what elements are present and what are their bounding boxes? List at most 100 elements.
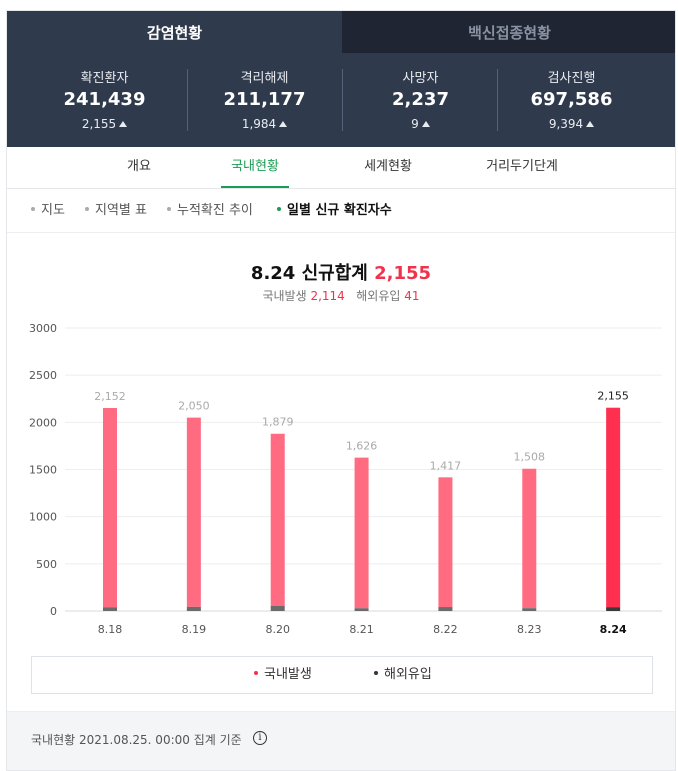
tab-world[interactable]: 세계현황 <box>364 159 412 174</box>
bar-total-label: 2,152 <box>94 390 126 403</box>
bar-domestic <box>103 407 117 608</box>
x-tick-label: 8.18 <box>98 623 123 636</box>
x-tick-label: 8.23 <box>517 623 542 636</box>
bar-overseas <box>354 608 369 611</box>
stat-value: 211,177 <box>223 89 306 110</box>
bullet-icon <box>167 207 171 211</box>
stat-value: 241,439 <box>63 89 146 110</box>
data-basis-note: 국내현황 2021.08.25. 00:00 집계 기준 <box>31 733 242 747</box>
x-tick-label: 8.21 <box>349 623 374 636</box>
increase-arrow-icon <box>586 121 595 127</box>
bar-total-label: 2,155 <box>597 390 629 403</box>
covid-status-panel: 감염현황 백신접종현황 확진환자 241,439 2,155 격리해제 211,… <box>6 10 676 771</box>
bar-domestic <box>186 417 201 607</box>
overseas-label: 해외유입 <box>356 289 401 303</box>
tab-vaccination-status[interactable]: 백신접종현황 <box>342 11 675 53</box>
stat-label: 사망자 <box>402 71 439 86</box>
legend-domestic[interactable]: 국내발생 <box>254 657 312 693</box>
chip-map[interactable]: 지도 <box>31 189 65 233</box>
domestic-value: 2,114 <box>310 289 345 303</box>
tab-overview[interactable]: 개요 <box>127 159 151 174</box>
bullet-icon <box>31 207 35 211</box>
stat-testing: 검사진행 697,586 9,394 <box>488 53 655 147</box>
footer: 국내현황 2021.08.25. 00:00 집계 기준 i <box>7 711 675 770</box>
legend-dot-icon <box>254 671 258 675</box>
bar-domestic <box>438 477 453 608</box>
chart-filter-chips: 지도 지역별 표 누적확진 추이 일별 신규 확진자수 <box>7 189 675 233</box>
y-tick-label: 2000 <box>29 416 57 429</box>
bar-domestic <box>606 407 621 608</box>
chart-legend: 국내발생 해외유입 <box>31 656 653 694</box>
increase-arrow-icon <box>279 121 288 127</box>
legend-dot-icon <box>374 671 378 675</box>
bar-overseas <box>522 608 537 611</box>
stat-divider <box>497 69 498 131</box>
bar-overseas <box>438 607 453 611</box>
stat-change: 2,155 <box>21 117 188 131</box>
y-tick-label: 3000 <box>29 322 57 335</box>
tab-domestic[interactable]: 국내현황 <box>221 147 289 189</box>
stat-change-value: 2,155 <box>81 117 117 131</box>
stat-divider <box>187 69 188 131</box>
stat-confirmed: 확진환자 241,439 2,155 <box>21 53 188 147</box>
y-tick-label: 2500 <box>29 369 57 382</box>
bar-total-label: 1,879 <box>262 416 294 429</box>
bar-total-label: 1,508 <box>514 451 546 464</box>
chip-cumulative-trend[interactable]: 누적확진 추이 <box>167 189 253 233</box>
domestic-label: 국내발생 <box>262 289 307 303</box>
bar-overseas <box>606 607 621 611</box>
stat-label: 격리해제 <box>240 71 289 86</box>
stat-change-value: 9,394 <box>548 117 584 131</box>
sub-tab-bar: 개요 국내현황 세계현황 거리두기단계 <box>7 147 675 189</box>
chip-label: 누적확진 추이 <box>177 203 253 218</box>
chip-daily-new-cases[interactable]: 일별 신규 확진자수 <box>277 189 392 233</box>
stat-value: 2,237 <box>392 89 449 110</box>
bar-domestic <box>354 457 369 609</box>
bar-total-label: 1,417 <box>430 459 462 472</box>
bar-total-label: 2,050 <box>178 400 210 413</box>
bullet-icon <box>85 207 89 211</box>
bar-total-label: 1,626 <box>346 440 378 453</box>
stat-change: 9 <box>337 117 504 131</box>
increase-arrow-icon <box>119 121 128 127</box>
chart-subtitle: 국내발생 2,114 해외유입 41 <box>7 287 675 304</box>
stat-deaths: 사망자 2,237 9 <box>337 53 504 147</box>
x-tick-label: 8.20 <box>265 623 290 636</box>
stat-label: 검사진행 <box>547 71 596 86</box>
legend-overseas[interactable]: 해외유입 <box>374 657 432 693</box>
tab-distancing-level[interactable]: 거리두기단계 <box>486 159 558 174</box>
overseas-value: 41 <box>404 289 420 303</box>
stat-released: 격리해제 211,177 1,984 <box>181 53 348 147</box>
increase-arrow-icon <box>421 121 430 127</box>
y-tick-label: 1500 <box>29 464 57 477</box>
stat-change-value: 9 <box>411 117 419 131</box>
status-header: 감염현황 백신접종현황 확진환자 241,439 2,155 격리해제 211,… <box>7 11 675 147</box>
legend-label: 해외유입 <box>384 667 432 682</box>
chart-title-prefix: 8.24 신규합계 <box>250 263 368 284</box>
y-tick-label: 500 <box>36 558 57 571</box>
y-tick-label: 1000 <box>29 511 57 524</box>
x-tick-label: 8.19 <box>182 623 207 636</box>
stats-row: 확진환자 241,439 2,155 격리해제 211,177 1,984 사망… <box>7 53 675 147</box>
y-tick-label: 0 <box>50 605 57 618</box>
chip-label: 지도 <box>41 203 65 218</box>
tab-infection-status[interactable]: 감염현황 <box>7 11 342 53</box>
bar-overseas <box>270 605 285 611</box>
chip-region-table[interactable]: 지역별 표 <box>85 189 147 233</box>
chart-title-total: 2,155 <box>374 263 432 284</box>
bullet-icon <box>277 207 281 211</box>
chart-title: 8.24 신규합계 2,155 <box>7 259 675 285</box>
stat-divider <box>342 69 343 131</box>
bar-domestic <box>270 433 285 606</box>
legend-label: 국내발생 <box>264 667 312 682</box>
info-icon[interactable]: i <box>253 731 267 745</box>
x-tick-label: 8.24 <box>600 623 627 636</box>
daily-cases-bar-chart: 0 500 1000 1500 2000 2500 3000 2,152 8.18 2,050 8.… <box>29 322 662 636</box>
x-tick-label: 8.22 <box>433 623 458 636</box>
bar-overseas <box>103 607 117 611</box>
stat-change-value: 1,984 <box>241 117 277 131</box>
chip-label: 지역별 표 <box>95 203 147 218</box>
bar-domestic <box>522 468 537 609</box>
stat-change: 9,394 <box>488 117 655 131</box>
stat-value: 697,586 <box>530 89 613 110</box>
